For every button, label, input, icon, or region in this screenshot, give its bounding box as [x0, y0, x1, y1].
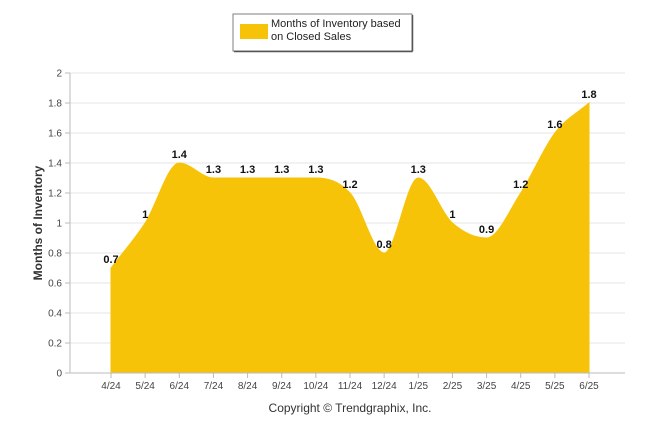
y-tick-label: 2 [56, 69, 62, 80]
data-label: 1.4 [172, 149, 188, 161]
data-label: 1 [142, 209, 148, 221]
data-labels: 0.7 1 1.4 1.3 1.3 1.3 1.3 1.2 0.8 1.3 1 0.9 1.2 1.6 1.… [103, 89, 596, 266]
x-tick-label: 4/25 [511, 381, 531, 392]
x-tick-label: 5/24 [135, 381, 155, 392]
y-axis-title: Months of Inventory [31, 165, 45, 280]
x-tick-label: 5/25 [545, 381, 565, 392]
data-label: 1.3 [274, 164, 289, 176]
data-label: 1.2 [513, 179, 528, 191]
x-tick-label: 12/24 [372, 381, 397, 392]
data-label: 1.8 [581, 89, 596, 101]
y-tick-label: 1.8 [48, 99, 62, 110]
y-tick-label: 1.2 [48, 189, 62, 200]
legend-swatch [240, 24, 268, 39]
data-label: 1.3 [206, 164, 221, 176]
area-series [110, 101, 590, 374]
data-label: 1.6 [547, 119, 562, 131]
data-label: 0.8 [376, 239, 391, 251]
data-label: 1.2 [342, 179, 357, 191]
y-tick-label: 0 [56, 369, 62, 380]
x-tick-label: 6/24 [170, 381, 190, 392]
data-label: 1.3 [411, 164, 426, 176]
y-tick-label: 1.4 [48, 159, 62, 170]
data-label: 1 [449, 209, 455, 221]
copyright-text: Copyright © Trendgraphix, Inc. [269, 401, 432, 415]
area-fill [110, 101, 590, 374]
y-tick-label: 0.2 [48, 339, 62, 350]
x-tick-label: 9/24 [272, 381, 292, 392]
y-tick-label: 1 [56, 219, 62, 230]
legend-label-line1: Months of Inventory based [271, 18, 401, 30]
x-tick-label: 8/24 [238, 381, 258, 392]
x-tick-label: 2/25 [443, 381, 463, 392]
data-label: 1.3 [240, 164, 255, 176]
x-tick-label: 7/24 [204, 381, 224, 392]
y-tick-label: 0.4 [48, 309, 62, 320]
x-tick-label: 10/24 [303, 381, 328, 392]
legend-label-line2: on Closed Sales [271, 31, 352, 43]
y-tick-label: 0.6 [48, 279, 62, 290]
x-tick-label: 1/25 [409, 381, 429, 392]
axes [69, 73, 625, 374]
x-tick-label: 4/24 [101, 381, 121, 392]
data-label: 0.9 [479, 224, 494, 236]
y-tick-label: 1.6 [48, 129, 62, 140]
x-tick-label: 11/24 [338, 381, 363, 392]
data-label: 0.7 [103, 254, 118, 266]
x-tick-label: 3/25 [477, 381, 497, 392]
y-tick-label: 0.8 [48, 249, 62, 260]
y-tick-labels: 0 0.2 0.4 0.6 0.8 1 1.2 1.4 1.6 1.8 2 [48, 69, 62, 380]
x-tick-labels: 4/24 5/24 6/24 7/24 8/24 9/24 10/24 11/24 12/24 1… [101, 381, 599, 392]
x-tick-label: 6/25 [579, 381, 599, 392]
legend: Months of Inventory based on Closed Sale… [232, 13, 414, 53]
data-label: 1.3 [308, 164, 323, 176]
